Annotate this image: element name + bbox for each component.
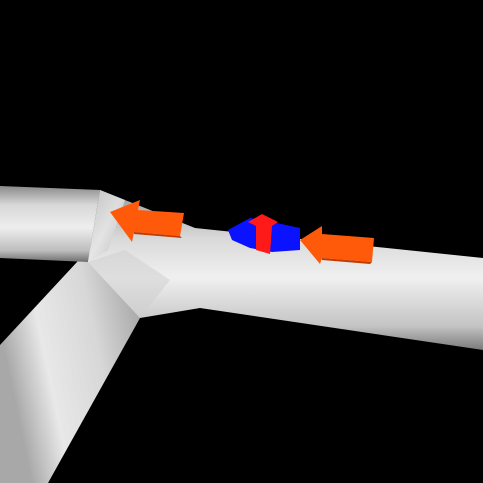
agent-marker[interactable] [228,214,300,254]
red-marker-arrow [248,214,278,254]
flow-arrow-right [300,226,374,264]
flow-arrow-left [110,200,184,242]
pipe-lower-branch [0,248,140,483]
pipe-junction [88,190,125,262]
pipe-junction-shadow [88,250,170,318]
pipe-main-right [88,190,483,350]
pipe-left-branch [0,186,100,262]
